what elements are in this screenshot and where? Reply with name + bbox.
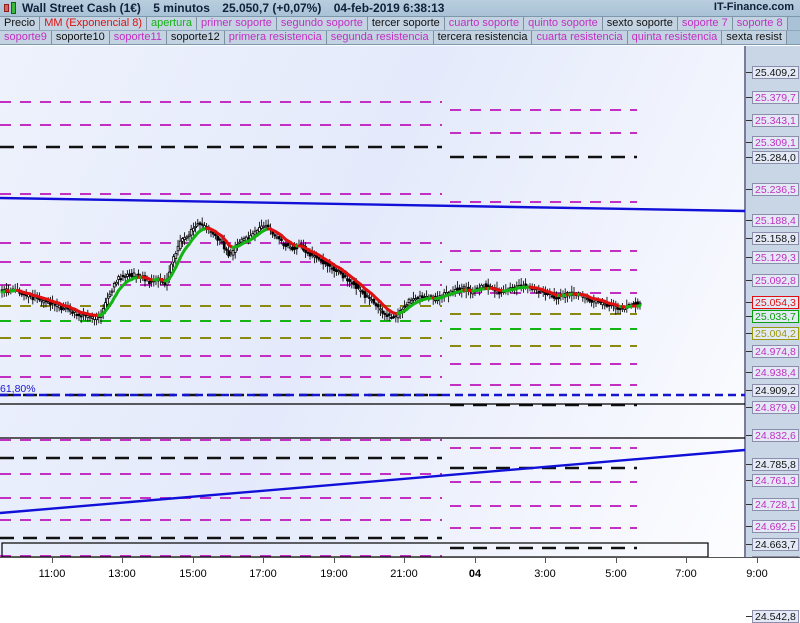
legend-item-row1-4[interactable]: segundo soporte <box>277 17 368 31</box>
price-label: 25.284,0 <box>752 151 799 164</box>
legend-item-row1-6[interactable]: cuarto soporte <box>445 17 524 31</box>
time-label: 15:00 <box>179 568 207 580</box>
sr-level <box>0 321 637 329</box>
sr-level <box>0 125 637 133</box>
time-tick <box>475 558 476 563</box>
ema-line <box>2 228 640 315</box>
sr-level <box>0 356 637 364</box>
window-titlebar: Wall Street Cash (1€) 5 minutos 25.050,7… <box>0 0 800 17</box>
price-label: 25.033,7 <box>752 310 799 323</box>
legend-item-row1-0[interactable]: Precio <box>0 17 40 31</box>
price-label: 25.236,5 <box>752 183 799 196</box>
legend-item-row2-8[interactable]: quinta resistencia <box>628 31 723 45</box>
datetime-label: 04-feb-2019 6:38:13 <box>334 1 445 15</box>
price-label: 25.158,9 <box>752 232 799 245</box>
price-label: 24.728,1 <box>752 498 799 511</box>
price-label: 25.092,8 <box>752 274 799 287</box>
sr-level <box>0 440 637 448</box>
price-label: 25.343,1 <box>752 114 799 127</box>
sr-level <box>0 243 637 251</box>
sr-level <box>0 520 637 528</box>
time-tick <box>404 558 405 563</box>
time-axis[interactable]: 11:00 13:00 15:00 17:00 19:00 21:00 04 3:00 5:00… <box>0 557 800 600</box>
legend-item-row1-7[interactable]: quinto soporte <box>524 17 603 31</box>
price-label: 24.909,2 <box>752 384 799 397</box>
time-tick <box>686 558 687 563</box>
legend-item-row2-4[interactable]: primera resistencia <box>225 31 327 45</box>
price-label: 25.054,3 <box>752 296 799 309</box>
price-label: 24.785,8 <box>752 458 799 471</box>
candlestick-icon <box>2 1 18 16</box>
sr-level <box>0 102 637 110</box>
legend-item-row2-1[interactable]: soporte10 <box>52 31 110 45</box>
time-tick <box>263 558 264 563</box>
time-label: 17:00 <box>249 568 277 580</box>
legend-item-row1-1[interactable]: MM (Exponencial 8) <box>40 17 147 31</box>
price-label: 25.188,4 <box>752 214 799 227</box>
price-label: 24.692,5 <box>752 520 799 533</box>
price-label: 24.832,6 <box>752 429 799 442</box>
chart-overlay <box>0 46 745 557</box>
legend-item-row1-5[interactable]: tercer soporte <box>368 17 445 31</box>
sr-level <box>0 306 637 314</box>
legend-item-row2-3[interactable]: soporte12 <box>167 31 225 45</box>
time-tick <box>52 558 53 563</box>
time-tick <box>122 558 123 563</box>
price-label: 24.663,7 <box>752 538 799 551</box>
price-label: 25.379,7 <box>752 91 799 104</box>
legend-item-row2-0[interactable]: soporte9 <box>0 31 52 45</box>
window-title: Wall Street Cash (1€) 5 minutos 25.050,7… <box>22 1 453 15</box>
price-label: 24.761,3 <box>752 474 799 487</box>
time-label: 5:00 <box>605 568 626 580</box>
time-label: 19:00 <box>320 568 348 580</box>
price-label: 25.004,2 <box>752 327 799 340</box>
time-label: 04 <box>469 568 481 580</box>
legend-item-row2-7[interactable]: cuarta resistencia <box>532 31 627 45</box>
time-tick <box>545 558 546 563</box>
time-tick <box>193 558 194 563</box>
time-tick <box>757 558 758 563</box>
price-label: 25.309,1 <box>752 136 799 149</box>
instrument-name: Wall Street Cash (1€) <box>22 1 141 15</box>
time-label: 7:00 <box>675 568 696 580</box>
legend-item-row1-10[interactable]: soporte 8 <box>733 17 788 31</box>
upper-trendline <box>0 198 745 211</box>
price-label: 24.938,4 <box>752 366 799 379</box>
legend-item-row1-2[interactable]: apertura <box>147 17 197 31</box>
chart-box <box>2 543 708 557</box>
time-label: 11:00 <box>39 568 66 580</box>
price-label: 24.974,8 <box>752 345 799 358</box>
sr-level <box>0 377 637 385</box>
price-label: 24.542,8 <box>752 610 799 623</box>
chart-plot-area[interactable]: 61,80% <box>0 46 745 557</box>
time-label: 21:00 <box>390 568 418 580</box>
legend-item-row2-9[interactable]: sexta resist <box>722 31 787 45</box>
time-label: 13:00 <box>108 568 136 580</box>
sr-level <box>0 474 637 482</box>
time-tick <box>334 558 335 563</box>
legend-item-row2-2[interactable]: soporte11 <box>110 31 167 45</box>
legend-item-row1-8[interactable]: sexto soporte <box>603 17 678 31</box>
candlestick-series <box>1 217 641 325</box>
sr-level <box>0 338 637 346</box>
fib-level-label: 61,80% <box>0 383 36 395</box>
legend-item-row2-5[interactable]: segunda resistencia <box>327 31 434 45</box>
price-label: 25.129,3 <box>752 251 799 264</box>
time-tick <box>616 558 617 563</box>
legend-item-row2-6[interactable]: tercera resistencia <box>434 31 533 45</box>
sr-level <box>0 147 637 157</box>
legend-item-row1-9[interactable]: soporte 7 <box>678 17 733 31</box>
brand-label: IT-Finance.com <box>714 1 794 13</box>
legend-item-row1-3[interactable]: primer soporte <box>197 17 277 31</box>
quote-value: 25.050,7 (+0,07%) <box>222 1 321 15</box>
timeframe-label: 5 minutos <box>153 1 210 15</box>
time-label: 9:00 <box>746 568 767 580</box>
price-label: 24.879,9 <box>752 401 799 414</box>
sr-level <box>0 262 637 270</box>
time-label: 3:00 <box>534 568 555 580</box>
price-label: 25.409,2 <box>752 66 799 79</box>
